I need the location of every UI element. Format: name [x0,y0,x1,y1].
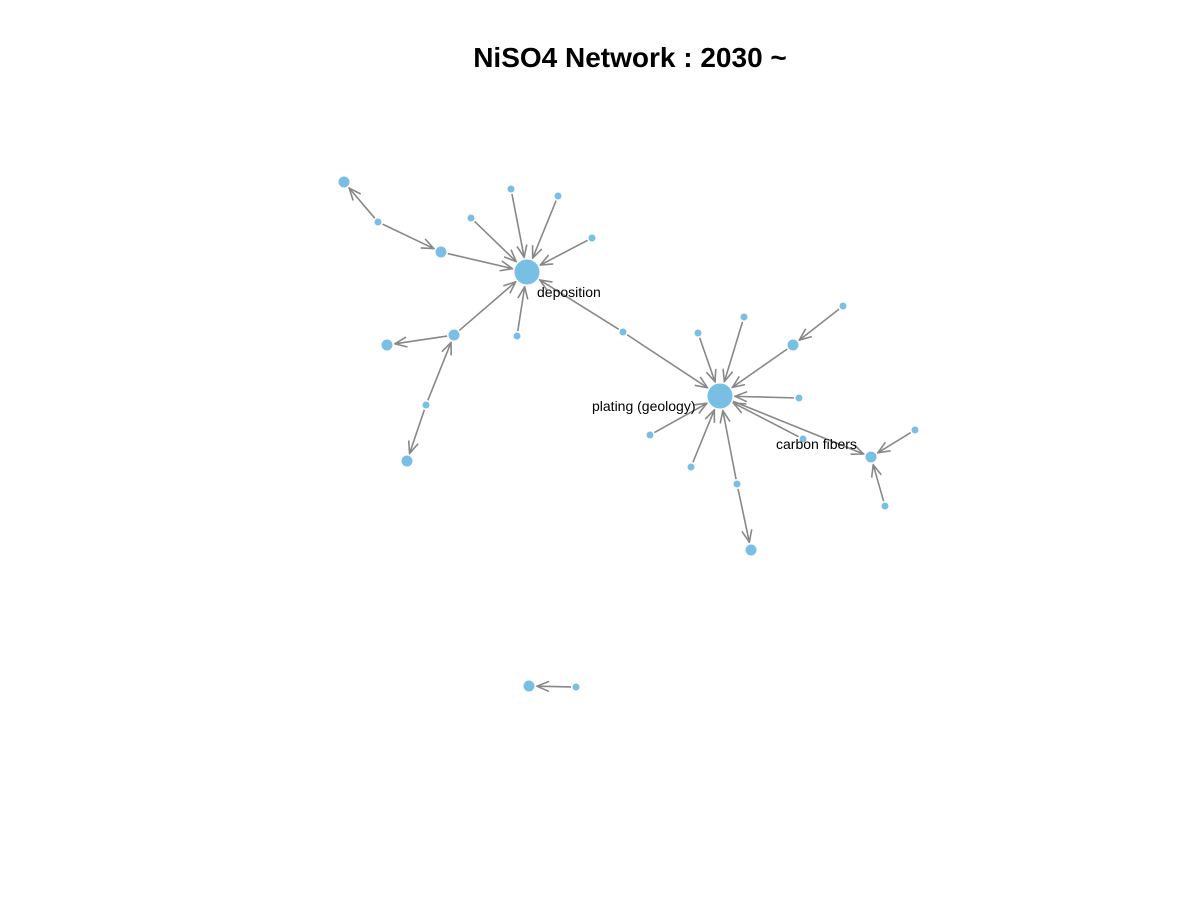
edge-plating-to-carbon [732,400,864,454]
edge-n14-to-plating [698,337,715,382]
node-n11 [421,400,431,410]
edge-n13-to-plating [626,334,707,388]
node-n21 [798,434,808,444]
node-n25 [880,501,890,511]
node-n19 [645,430,655,440]
edge-n25-to-carbon [873,465,885,502]
edge-n7-to-deposition [540,239,588,265]
node-n18 [794,393,804,403]
node-n4 [466,213,476,223]
node-n14 [693,328,703,338]
node-label-deposition: deposition [537,284,601,300]
node-n23 [744,543,758,557]
node-n15 [739,312,749,322]
edge-layer [349,188,912,687]
node-n22 [732,479,742,489]
edge-n2-to-n1 [349,188,376,219]
edge-n2-to-n3 [382,223,434,248]
node-n10 [512,331,522,341]
node-n9 [447,328,461,342]
edge-n9-to-deposition [458,282,515,332]
node-label-carbon: carbon fibers [776,436,857,452]
edge-n22-to-n23 [737,488,749,542]
edge-n6-to-deposition [533,200,557,258]
chart-title: NiSO4 Network : 2030 ~ [473,42,787,73]
node-n8 [380,338,394,352]
edge-n24-to-carbon [878,431,912,453]
edge-n18-to-plating [735,396,795,397]
edge-n9-to-n8 [395,335,448,344]
edge-n16-to-plating [732,348,788,387]
node-n20 [686,462,696,472]
edge-n4-to-deposition [474,220,517,261]
node-n26 [522,679,536,693]
edge-n3-to-deposition [447,252,513,269]
node-n3 [434,245,448,259]
node-n6 [553,191,563,201]
edge-n17-to-n16 [799,308,840,340]
node-n5 [506,184,516,194]
edge-n22-to-plating [723,411,737,480]
edge-n5-to-deposition [511,193,524,257]
node-n13 [618,327,628,337]
node-n1 [337,175,351,189]
node-plating [706,382,734,410]
edge-n20-to-plating [692,410,714,463]
edge-n10-to-deposition [516,287,525,332]
node-deposition [513,258,541,286]
edge-n11-to-n9 [427,342,451,401]
edge-n21-to-plating [733,403,799,438]
edge-n19-to-plating [653,403,707,434]
node-n24 [910,425,920,435]
node-n16 [786,338,800,352]
node-carbon [864,450,878,464]
node-n2 [373,217,383,227]
label-layer: deposition plating (geology) carbon fibers [537,284,857,452]
edge-n11-to-n12 [410,409,426,454]
node-n17 [838,301,848,311]
edge-n27-to-n26 [537,686,572,687]
node-label-plating: plating (geology) [592,398,696,414]
node-n12 [400,454,414,468]
node-n7 [587,233,597,243]
node-n27 [571,682,581,692]
node-layer [337,175,920,693]
edge-n15-to-plating [724,321,744,382]
edge-n13-to-deposition [540,280,620,331]
